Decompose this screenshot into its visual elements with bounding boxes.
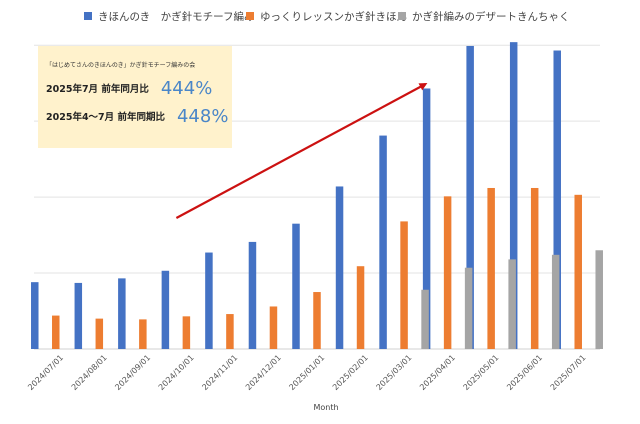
bar-series-2 (269, 306, 278, 349)
annotation-label-month: 2025年7月 前年同月比 (46, 84, 149, 95)
x-tick-label: 2025/04/01 (418, 353, 457, 392)
bar-series-2 (139, 319, 147, 349)
bar-series-2 (95, 318, 104, 349)
bar-series-2 (313, 292, 321, 349)
bar-series-2 (530, 187, 539, 349)
x-axis-tick-labels: 2024/07/01 2024/08/01 2024/09/01 2024/10/01… (26, 353, 587, 392)
bar-series-1 (248, 241, 257, 349)
bar-series-1 (292, 223, 300, 349)
legend-swatch-2 (246, 12, 254, 20)
bar-series-2 (52, 315, 60, 349)
x-tick-label: 2024/10/01 (157, 353, 196, 392)
bar-series-1 (335, 186, 344, 349)
x-tick-label: 2025/02/01 (331, 353, 370, 392)
x-tick-label: 2024/11/01 (200, 353, 239, 392)
x-tick-label: 2024/12/01 (244, 353, 283, 392)
annotation-label-period: 2025年4～7月 前年同期比 (46, 112, 165, 123)
bar-series-1 (553, 50, 561, 349)
bar-series-2 (400, 221, 408, 349)
bar-series-2 (443, 196, 452, 349)
bar-series-2 (356, 266, 365, 349)
x-tick-label: 2025/05/01 (462, 353, 501, 392)
bar-series-3 (595, 250, 603, 349)
bar-series-2 (226, 314, 234, 349)
trend-arrow (175, 83, 428, 219)
bar-series-3 (551, 254, 560, 349)
x-tick-label: 2025/01/01 (287, 353, 326, 392)
bar-series-1 (379, 135, 387, 349)
legend-label-3: かぎ針編みのデザートきんちゃく (412, 10, 570, 23)
x-axis-title: Month (313, 403, 338, 412)
legend: きほんのき かぎ針モチーフ編み ゆっくりレッスンかぎ針きほん かぎ針編みのデザートき… (84, 10, 570, 23)
annotation-row-month: 2025年7月 前年同月比 444% (46, 74, 224, 102)
bar-series-1 (509, 42, 518, 350)
bar-series-1 (74, 282, 83, 349)
annotation-box: 「はじめてさんのきほんのき」かぎ針モチーフ編みの会 2025年7月 前年同月比 … (38, 46, 232, 148)
bar-series-3 (464, 267, 473, 349)
x-tick-label: 2025/03/01 (375, 353, 414, 392)
bar-series-1 (422, 88, 431, 349)
bar-series-2 (487, 187, 495, 349)
legend-swatch-3 (398, 12, 406, 20)
bar-series-1 (31, 282, 39, 349)
bar-series-1 (118, 278, 126, 349)
bar-series-2 (182, 316, 191, 349)
bar-series-3 (508, 259, 516, 349)
legend-label-1: きほんのき かぎ針モチーフ編み (98, 10, 255, 23)
bars (31, 42, 603, 350)
bar-series-2 (574, 194, 582, 349)
x-tick-label: 2025/07/01 (549, 353, 588, 392)
bar-series-1 (466, 45, 474, 349)
x-tick-label: 2025/06/01 (505, 353, 544, 392)
x-tick-label: 2024/09/01 (113, 353, 152, 392)
annotation-row-period: 2025年4～7月 前年同期比 448% (46, 102, 228, 130)
bar-series-3 (421, 289, 429, 349)
annotation-header: 「はじめてさんのきほんのき」かぎ針モチーフ編みの会 (46, 62, 196, 69)
bar-series-1 (161, 270, 170, 349)
x-tick-label: 2024/07/01 (26, 353, 65, 392)
legend-swatch-1 (84, 12, 92, 20)
annotation-value-period: 448% (176, 105, 229, 127)
annotation-value-month: 444% (160, 77, 213, 99)
bar-series-1 (205, 252, 213, 349)
x-tick-label: 2024/08/01 (70, 353, 109, 392)
legend-label-2: ゆっくりレッスンかぎ針きほん (260, 10, 407, 23)
